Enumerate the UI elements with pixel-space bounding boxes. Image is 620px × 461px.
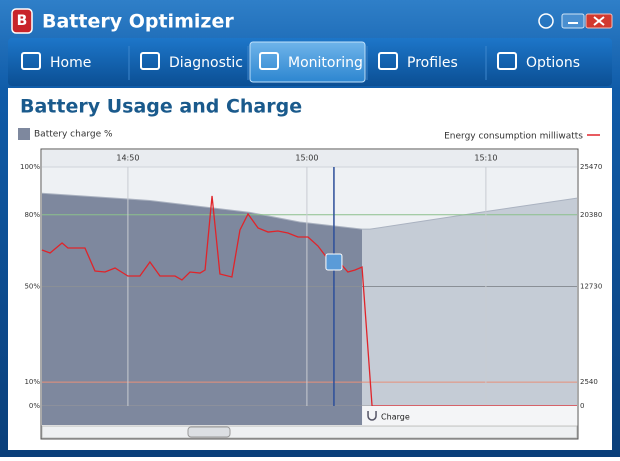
y-tick-label: 50%: [24, 283, 40, 291]
scrollbar: [41, 425, 578, 439]
tab-icon: [378, 52, 398, 70]
app-title: Battery Optimizer: [42, 11, 234, 33]
chart-title: Battery Usage and Charge: [20, 96, 302, 118]
minimize-button[interactable]: [561, 13, 585, 29]
x-tick-label: 15:10: [474, 154, 497, 163]
tab-icon: [140, 52, 160, 70]
app-logo: [11, 8, 33, 34]
y-tick-label: 80%: [24, 211, 40, 219]
tab-icon: [259, 52, 279, 70]
tab-label: Home: [50, 55, 91, 71]
y2-tick-label: 25470: [580, 163, 602, 171]
y2-tick-label: 20380: [580, 211, 602, 219]
y-tick-label: 10%: [24, 378, 40, 386]
x-tick-label: 15:00: [295, 154, 318, 163]
tab-label: Profiles: [407, 55, 458, 71]
tab-icon: [21, 52, 41, 70]
y-tick-label: 0%: [29, 402, 40, 410]
y2-tick-label: 2540: [580, 378, 598, 386]
close-icon: [593, 16, 605, 26]
legend-label: Energy consumption milliwatts: [444, 132, 583, 142]
y-tick-label: 100%: [20, 163, 40, 171]
plug-icon: [367, 411, 377, 421]
nav-tab[interactable]: [249, 41, 366, 83]
x-tick-label: 14:50: [116, 154, 139, 163]
legend-label: Battery charge %: [34, 130, 113, 140]
tab-strip: Home Diagnostic Monitoring Profiles Options: [21, 41, 580, 83]
time-header: [42, 150, 577, 167]
scroll-thumb[interactable]: [187, 426, 231, 438]
tab-label: Diagnostic: [169, 55, 243, 71]
y2-tick-label: 12730: [580, 283, 602, 291]
plug-marker: [325, 253, 343, 271]
help-button[interactable]: [538, 13, 554, 29]
tab-label: Monitoring: [288, 55, 363, 71]
event-band-used: [42, 406, 363, 425]
chart: Battery charge % Energy consumption milli…: [18, 128, 602, 440]
logo-letter: B: [17, 13, 28, 29]
y2-tick-label: 0: [580, 402, 584, 410]
area-shading: [42, 193, 577, 425]
tab-icon: [497, 52, 517, 70]
legend-swatch: [18, 128, 30, 140]
tab-label: Options: [526, 55, 580, 71]
annotation: Charge: [381, 413, 410, 422]
